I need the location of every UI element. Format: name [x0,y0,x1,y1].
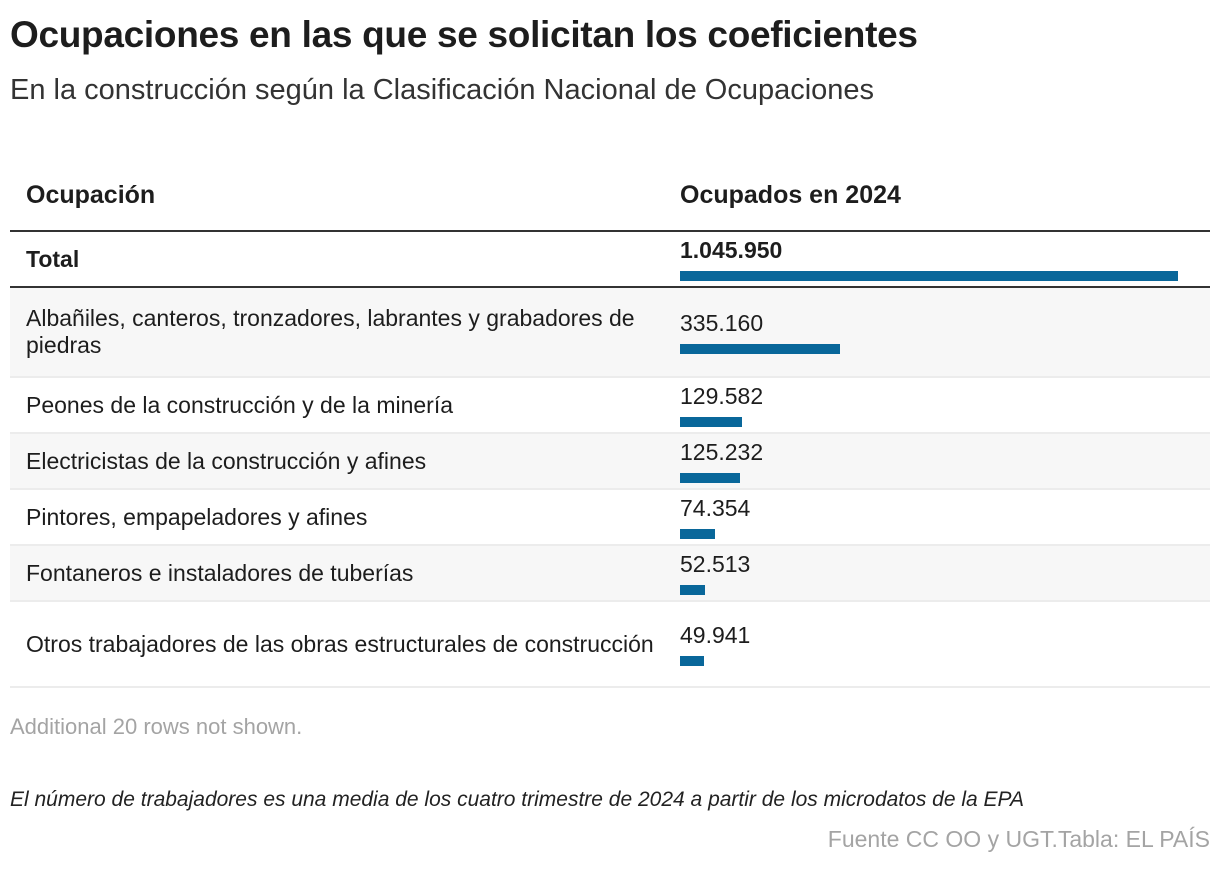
occupation-cell: Electricistas de la construcción y afine… [10,433,680,490]
employed-bar [680,529,716,539]
occupation-cell: Albañiles, canteros, tronzadores, labran… [10,287,680,378]
occupation-cell: Pintores, empapeladores y afines [10,489,680,546]
table-row: Electricistas de la construcción y afine… [10,433,1210,490]
employed-value: 49.941 [680,622,751,648]
occupation-cell: Peones de la construcción y de la minerí… [10,377,680,434]
employed-value: 335.160 [680,310,764,336]
table-row: Otros trabajadores de las obras estructu… [10,601,1210,688]
employed-bar [680,585,705,595]
table-header: Ocupación Ocupados en 2024 [10,160,1210,232]
employed-cell: 74.354 [680,489,1210,546]
employed-value: 125.232 [680,439,764,465]
total-row: Total 1.045.950 [10,231,1210,288]
column-header-employed: Ocupados en 2024 [680,160,1210,232]
occupation-cell: Total [10,231,680,288]
employed-value: 52.513 [680,551,751,577]
occupation-cell: Otros trabajadores de las obras estructu… [10,601,680,688]
employed-cell: 129.582 [680,377,1210,434]
column-header-occupation: Ocupación [10,160,680,232]
employed-cell: 49.941 [680,601,1210,688]
chart-subtitle: En la construcción según la Clasificació… [10,74,875,106]
source-credit: Fuente CC OO y UGT.Tabla: EL PAÍS [827,826,1210,852]
employed-bar [680,656,704,666]
rows-not-shown-note: Additional 20 rows not shown. [10,714,303,739]
employed-bar [680,417,742,427]
chart-title: Ocupaciones en las que se solicitan los … [10,14,918,55]
employed-bar [680,473,740,483]
employed-cell: 125.232 [680,433,1210,490]
employed-cell: 335.160 [680,287,1210,378]
table-row: Albañiles, canteros, tronzadores, labran… [10,287,1210,378]
table-row: Fontaneros e instaladores de tuberías 52.… [10,545,1210,602]
table-row: Peones de la construcción y de la minerí… [10,377,1210,434]
table-row: Pintores, empapeladores y afines 74.354 [10,489,1210,546]
employed-value: 129.582 [680,383,764,409]
employed-bar [680,271,1178,281]
employed-value: 74.354 [680,495,751,521]
data-table: Ocupación Ocupados en 2024 Total 1.045.95… [10,160,1210,688]
occupation-cell: Fontaneros e instaladores de tuberías [10,545,680,602]
employed-bar [680,344,840,354]
employed-cell: 1.045.950 [680,231,1210,288]
employed-cell: 52.513 [680,545,1210,602]
employed-value: 1.045.950 [680,237,783,263]
description-note: El número de trabajadores es una media d… [10,788,1024,811]
